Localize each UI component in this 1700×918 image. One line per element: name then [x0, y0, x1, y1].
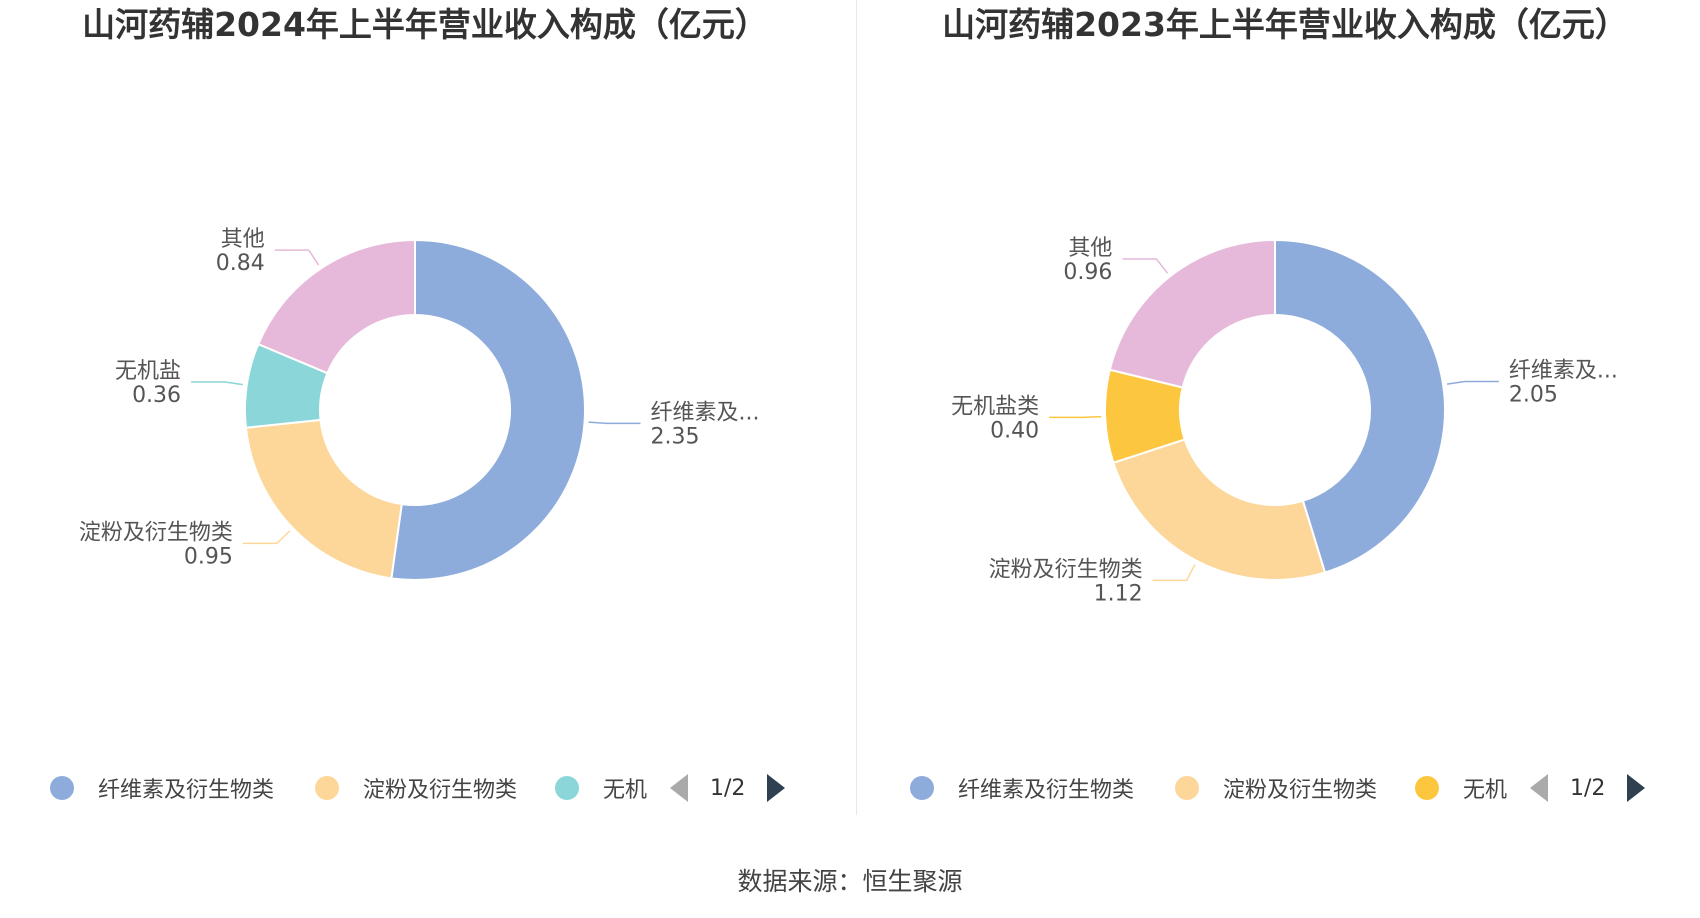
slice-value-label: 2.35	[651, 424, 700, 449]
legend-dot	[555, 776, 579, 800]
chart-title: 山河药辅2024年上半年营业收入构成（亿元）	[82, 5, 768, 44]
label-leader-line	[1049, 415, 1102, 419]
pie-slice[interactable]	[390, 238, 586, 581]
slice-label: 纤维素及...	[1509, 358, 1618, 383]
slice-value-label: 0.84	[216, 251, 265, 276]
label-leader-line	[191, 381, 243, 386]
legend-pager: 1/2	[670, 768, 786, 808]
slice-value-label: 0.40	[990, 418, 1039, 443]
label-leader-line	[1152, 564, 1196, 582]
chevron-right-icon[interactable]	[767, 774, 786, 802]
data-source: 数据来源：恒生聚源	[737, 867, 963, 896]
legend-item[interactable]: 纤维素及衍生物类	[910, 768, 1134, 808]
legend-pager: 1/2	[1530, 768, 1646, 808]
slice-label: 无机盐类	[951, 394, 1039, 419]
label-leader-line	[242, 530, 291, 545]
label-leader-line	[588, 421, 641, 425]
label-leader-line	[1446, 380, 1499, 385]
chevron-left-icon[interactable]	[1530, 774, 1548, 802]
legend: 纤维素及衍生物类 淀粉及衍生物类 无机 1/2	[0, 768, 850, 808]
chevron-left-icon[interactable]	[670, 774, 688, 802]
slice-value-label: 0.36	[132, 383, 181, 408]
legend-label: 纤维素及衍生物类	[958, 778, 1135, 803]
slice-value-label: 0.95	[184, 544, 233, 569]
panel-divider	[856, 0, 857, 815]
legend-dot	[50, 776, 74, 800]
legend-dot	[910, 776, 934, 800]
pie-slice[interactable]	[256, 238, 416, 375]
pie-slice[interactable]	[244, 418, 403, 580]
legend-dot	[1175, 776, 1199, 800]
slice-label: 无机盐	[115, 359, 181, 384]
slice-label: 其他	[221, 227, 265, 252]
slice-value-label: 2.05	[1509, 382, 1558, 407]
legend-item[interactable]: 无机	[1415, 768, 1507, 808]
chart-panel-2023: 山河药辅2023年上半年营业收入构成（亿元） 纤维素及... 2.05 淀粉及衍生物…	[860, 0, 1700, 820]
pie-slice[interactable]	[1108, 238, 1276, 389]
slice-value-label: 0.96	[1063, 260, 1112, 285]
slice-label: 淀粉及衍生物类	[989, 557, 1143, 582]
legend-item[interactable]: 纤维素及衍生物类	[50, 768, 274, 808]
slice-label: 淀粉及衍生物类	[79, 520, 233, 545]
legend-item[interactable]: 淀粉及衍生物类	[315, 768, 517, 808]
legend-item[interactable]: 淀粉及衍生物类	[1175, 768, 1377, 808]
chart-title: 山河药辅2023年上半年营业收入构成（亿元）	[942, 5, 1628, 44]
pager-text: 1/2	[1570, 775, 1606, 801]
chevron-right-icon[interactable]	[1627, 774, 1646, 802]
legend-dot	[315, 776, 339, 800]
pager-text: 1/2	[710, 775, 746, 801]
legend-label: 无机	[1463, 778, 1508, 803]
slice-value-label: 1.12	[1094, 581, 1143, 606]
slice-label: 纤维素及...	[651, 400, 760, 425]
legend: 纤维素及衍生物类 淀粉及衍生物类 无机 1/2	[860, 768, 1700, 808]
legend-item[interactable]: 无机	[555, 768, 647, 808]
pie-slice[interactable]	[1274, 238, 1446, 574]
legend-label: 淀粉及衍生物类	[363, 778, 518, 803]
label-leader-line	[274, 249, 320, 266]
legend-dot	[1415, 776, 1439, 800]
pie-slice[interactable]	[1112, 438, 1327, 581]
slice-label: 其他	[1068, 236, 1112, 261]
legend-label: 淀粉及衍生物类	[1223, 778, 1378, 803]
chart-panel-2024: 山河药辅2024年上半年营业收入构成（亿元） 纤维素及... 2.35 淀粉及衍生物…	[0, 0, 850, 820]
legend-label: 无机	[603, 778, 648, 803]
legend-label: 纤维素及衍生物类	[98, 778, 275, 803]
label-leader-line	[1122, 258, 1169, 274]
